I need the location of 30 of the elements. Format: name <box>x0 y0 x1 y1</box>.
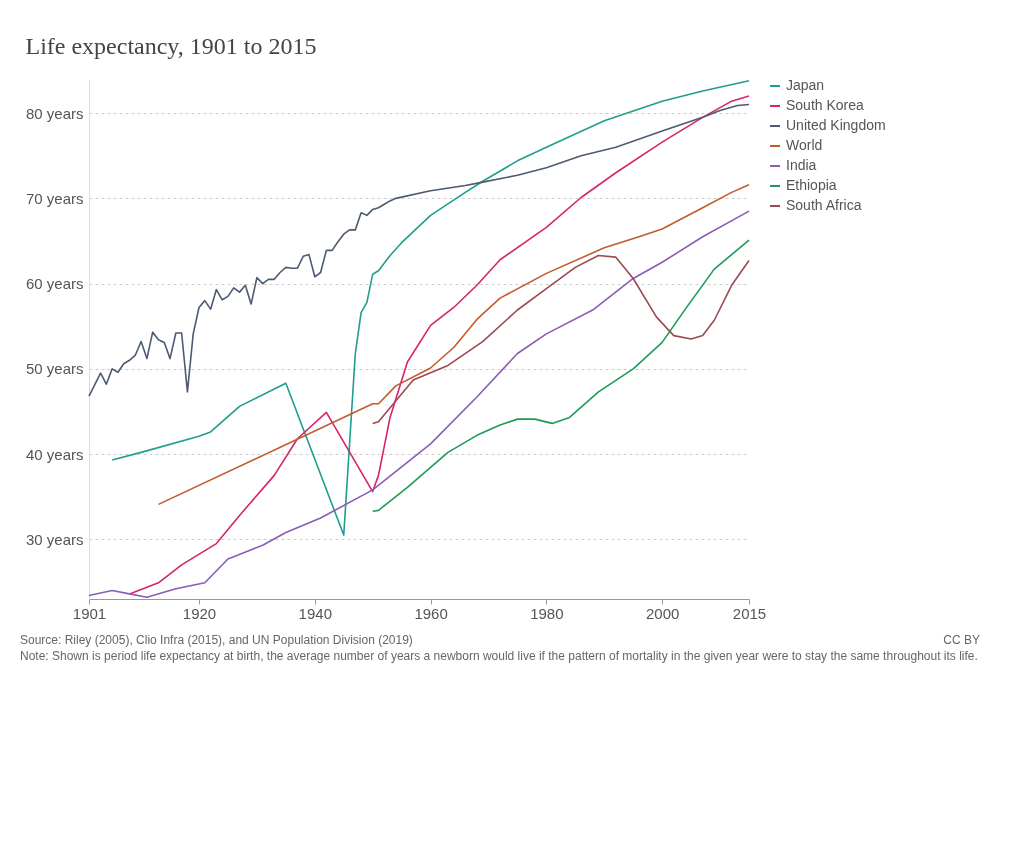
line-series <box>371 254 750 425</box>
x-tick-label: 1920 <box>182 604 217 622</box>
line-series <box>88 103 750 397</box>
x-tick-label: 1901 <box>72 604 107 622</box>
x-tick-label: 2000 <box>645 604 680 622</box>
source-note: Source: Riley (2005), Clio Infra (2015), and UN Population Division (2019) <box>20 632 413 649</box>
text: CC BY <box>943 632 980 649</box>
x-tick-label: 2015 <box>732 604 767 622</box>
x-tick-label: 1960 <box>414 604 448 622</box>
y-tick-label: 60 years <box>25 275 84 293</box>
line-series <box>128 95 750 595</box>
line-series <box>157 183 750 506</box>
line-series <box>111 79 750 536</box>
line-series <box>371 239 750 512</box>
legend-label: South Africa <box>786 197 862 213</box>
x-tick-label: 1980 <box>530 604 564 622</box>
x-tick-label: 1940 <box>298 604 332 622</box>
y-tick-label: 70 years <box>25 189 84 207</box>
y-tick-label: 30 years <box>25 530 84 548</box>
legend-label: World <box>786 137 823 153</box>
legend-label: South Korea <box>786 97 865 113</box>
y-tick-label: 40 years <box>25 445 84 463</box>
y-tick-label: 80 years <box>25 104 84 122</box>
y-tick-label: 50 years <box>25 360 84 378</box>
legend-label: India <box>786 157 817 173</box>
text: Note: Shown is period life expectancy at birth, the average number of years a newborn would live if the pattern of mortality in the given year were to stay the same throughout its life. <box>20 648 979 665</box>
chart-title: Life expectancy, 1901 to 2015 <box>25 33 317 59</box>
legend-label: Ethiopia <box>786 177 837 193</box>
legend-label: United Kingdom <box>786 117 886 133</box>
legend-label: Japan <box>786 77 825 93</box>
